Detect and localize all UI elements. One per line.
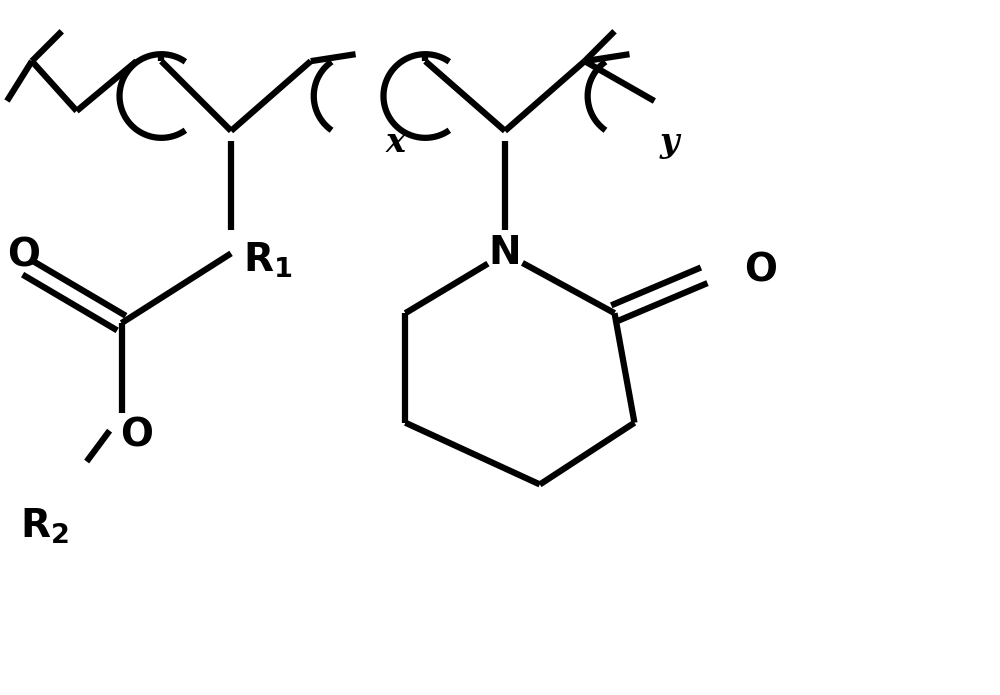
Text: $\mathbf{R_2}$: $\mathbf{R_2}$ bbox=[20, 507, 69, 546]
Text: O: O bbox=[7, 236, 40, 275]
Text: x: x bbox=[385, 126, 405, 159]
Text: y: y bbox=[659, 126, 679, 159]
Text: $\mathbf{R_1}$: $\mathbf{R_1}$ bbox=[243, 240, 292, 279]
Text: O: O bbox=[120, 417, 153, 455]
Text: N: N bbox=[489, 234, 521, 272]
Text: O: O bbox=[744, 252, 777, 289]
